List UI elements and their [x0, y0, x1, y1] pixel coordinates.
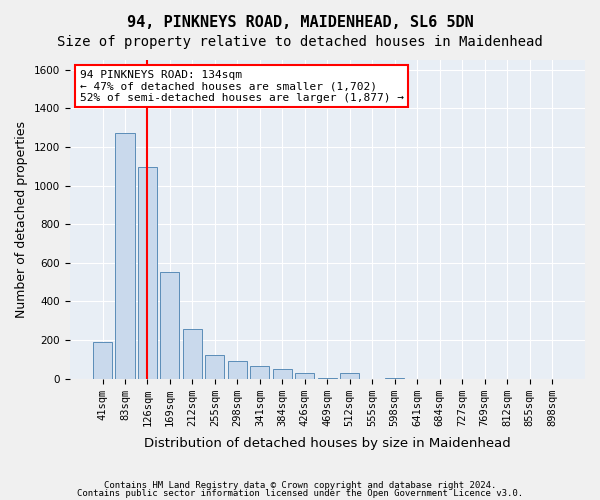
- Text: 94 PINKNEYS ROAD: 134sqm
← 47% of detached houses are smaller (1,702)
52% of sem: 94 PINKNEYS ROAD: 134sqm ← 47% of detach…: [80, 70, 404, 103]
- Bar: [93, 342, 112, 378]
- Bar: [160, 272, 179, 378]
- X-axis label: Distribution of detached houses by size in Maidenhead: Distribution of detached houses by size …: [144, 437, 511, 450]
- Text: Size of property relative to detached houses in Maidenhead: Size of property relative to detached ho…: [57, 35, 543, 49]
- Text: 94, PINKNEYS ROAD, MAIDENHEAD, SL6 5DN: 94, PINKNEYS ROAD, MAIDENHEAD, SL6 5DN: [127, 15, 473, 30]
- Bar: [340, 373, 359, 378]
- Bar: [205, 356, 224, 378]
- Bar: [295, 373, 314, 378]
- Bar: [250, 366, 269, 378]
- Bar: [228, 362, 247, 378]
- Bar: [138, 167, 157, 378]
- Bar: [183, 330, 202, 378]
- Y-axis label: Number of detached properties: Number of detached properties: [15, 121, 28, 318]
- Bar: [273, 369, 292, 378]
- Text: Contains HM Land Registry data © Crown copyright and database right 2024.: Contains HM Land Registry data © Crown c…: [104, 481, 496, 490]
- Text: Contains public sector information licensed under the Open Government Licence v3: Contains public sector information licen…: [77, 488, 523, 498]
- Bar: [115, 134, 134, 378]
